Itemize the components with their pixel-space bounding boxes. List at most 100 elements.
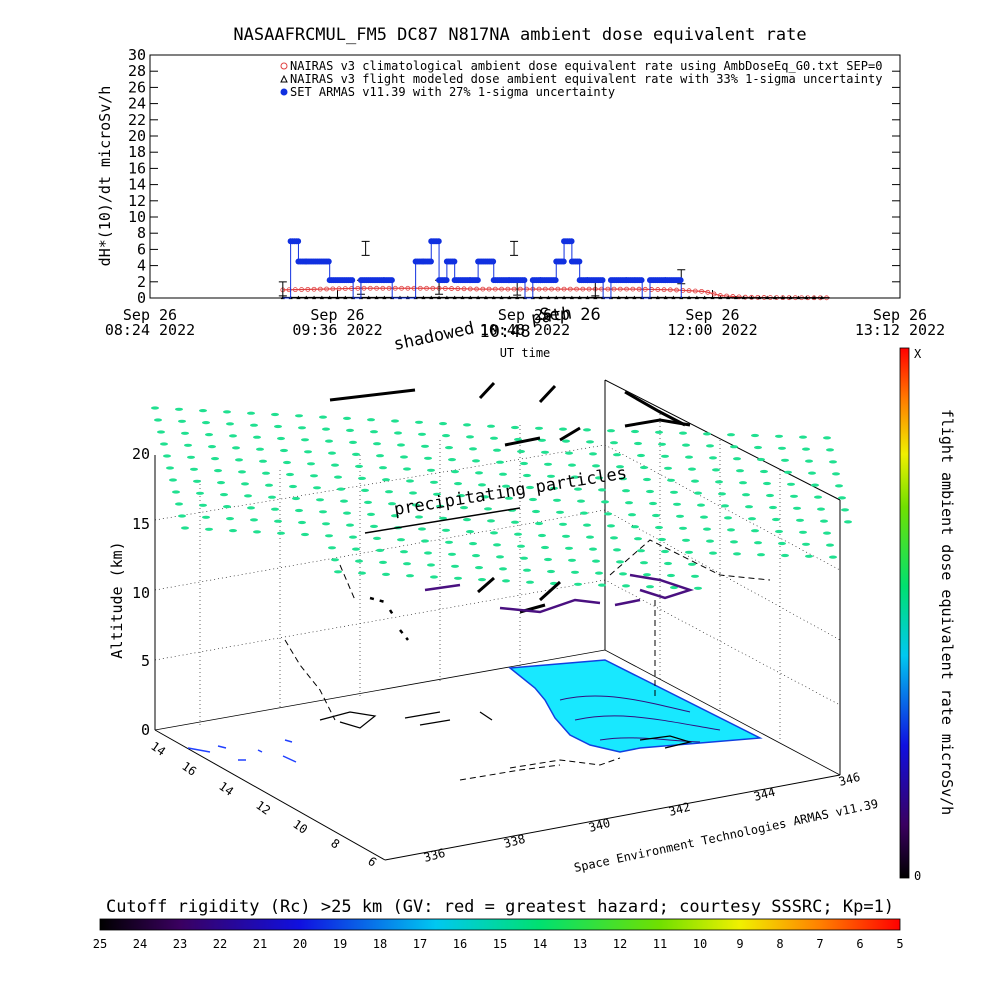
series-nairas-climatological-point [442,286,448,291]
particle-marker [580,511,588,515]
series-nairas-flight-point [562,295,567,300]
series-nairas-climatological-point [342,286,348,292]
particle-marker [667,573,675,578]
cutoff-tick-label: 24 [133,937,147,951]
particle-marker [775,434,783,438]
particle-marker [340,499,348,503]
series-nairas-flight-point [421,295,426,300]
series-nairas-climatological-point [392,285,398,291]
particle-marker [280,448,288,453]
series-nairas-flight-point [468,295,473,300]
particle-marker [709,456,717,460]
series-nairas-climatological-point [317,286,323,292]
series-nairas-climatological-point [449,286,454,291]
particle-marker [244,494,252,498]
particle-marker [253,435,261,439]
y-tick-label: 24 [128,95,146,113]
series-nairas-flight-point [757,295,762,300]
box-edge-left [154,729,386,861]
particle-marker [448,458,456,462]
particle-marker [181,526,189,530]
particle-marker [343,416,351,420]
particle-marker [472,554,480,558]
particle-marker [751,433,759,438]
particle-marker [622,584,630,588]
particle-marker [334,570,342,574]
particle-marker [301,438,309,442]
particle-marker [556,510,564,514]
particle-marker [253,530,261,534]
particle-marker [271,412,279,417]
series-armas-point [427,258,434,265]
lon-ticks: 336 338 340 342 344 346 [422,770,862,865]
particle-marker [241,482,249,486]
particle-marker [490,531,498,535]
particle-marker [205,433,213,437]
particle-marker [382,478,390,482]
lat-ticks: 14 16 14 12 10 8 6 [148,739,379,870]
series-nairas-flight-point [585,295,590,300]
lon-tick-342: 342 [667,800,692,819]
series-nairas-climatological-point [624,286,629,292]
particle-marker [799,435,807,439]
series-nairas-climatological-point [336,286,342,292]
particle-marker [322,427,330,431]
series-nairas-flight-point [374,295,379,300]
series-nairas-climatological-point [636,286,642,292]
series-nairas-flight-point [296,295,301,300]
time-series-chart: NASAAFRCMUL_FM5 DC87 N817NA ambient dose… [96,25,945,360]
particle-marker [442,528,450,532]
particle-marker [820,519,828,523]
particle-marker [313,486,321,490]
credit-text: Space Environment Technologies ARMAS v11… [573,797,880,875]
series-nairas-climatological-point [367,285,373,291]
particle-marker [559,522,567,526]
series-nairas-climatological-point [586,286,592,292]
lon-tick-340: 340 [587,816,612,835]
series-group [278,238,830,301]
particle-marker [166,466,174,470]
particle-marker [688,562,696,566]
particle-marker [364,500,372,504]
cutoff-tick-label: 21 [253,937,267,951]
shadow-3 [609,539,771,581]
track-2 [404,711,493,726]
particle-marker [733,457,741,461]
y-tick-label: 30 [128,46,146,64]
series-armas-point [435,238,442,245]
series-nairas-flight-point [773,295,777,300]
particle-marker [328,451,336,455]
series-nairas-climatological-point [561,286,567,292]
box-frame [154,379,841,861]
particle-marker [202,515,210,519]
particle-marker [799,530,807,534]
particle-marker [199,503,207,507]
particle-marker [232,446,240,450]
x-tick-label-time: 09:36 2022 [292,321,382,339]
series-nairas-climatological-point [567,286,573,292]
particle-marker [547,474,555,478]
cutoff-tick-label: 8 [776,937,783,951]
particle-marker [271,507,279,511]
particle-marker [781,458,789,462]
particle-marker [211,457,219,461]
particle-marker [553,498,561,502]
lon-tick-336: 336 [422,846,447,865]
legend-marker-triangle [280,74,288,83]
series-nairas-flight-point [804,295,809,300]
lat-tick-e: 10 [290,817,310,837]
particle-marker [613,548,621,552]
y-tick-label: 0 [137,289,146,307]
z-tick-5: 5 [141,652,150,670]
particle-marker [433,492,441,496]
particle-marker [694,491,702,495]
particle-marker [451,470,459,474]
path-mid-2 [538,580,562,602]
particle-marker [568,463,576,467]
series-nairas-flight-point [616,295,621,300]
series-nairas-climatological-point [605,286,611,292]
particle-marker [832,472,840,476]
series-nairas-climatological-point [505,286,511,292]
ocean-region [508,659,763,753]
